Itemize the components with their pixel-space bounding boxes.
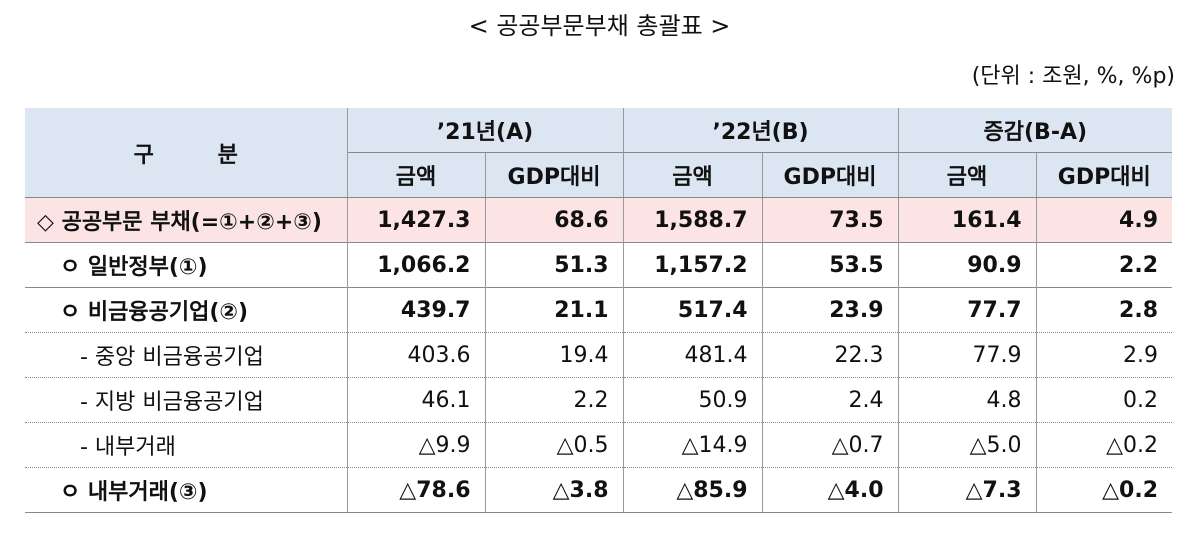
value-cell: 21.1 <box>484 287 624 333</box>
value-cell: △78.6 <box>346 467 486 513</box>
value-cell: 73.5 <box>761 197 899 243</box>
row-label: - 중앙 비금융공기업 <box>25 332 348 378</box>
value-cell: △0.5 <box>484 422 624 468</box>
value-cell: 1,588.7 <box>622 197 763 243</box>
data-row: ㅇ 내부거래(③) △78.6 △3.8 △85.9 △4.0 △7.3 △0.2 <box>25 467 1173 513</box>
value-cell: 68.6 <box>484 197 624 243</box>
value-cell: △14.9 <box>622 422 763 468</box>
row-label: ㅇ 비금융공기업(②) <box>25 287 348 333</box>
value-cell: 23.9 <box>761 287 899 333</box>
value-cell: 2.4 <box>761 377 899 423</box>
value-cell: △7.3 <box>897 467 1037 513</box>
value-cell: 2.9 <box>1035 332 1173 378</box>
subcolumn-header: GDP대비 <box>484 152 624 198</box>
column-header: ’22년(B) <box>622 108 899 153</box>
row-label: ㅇ 일반정부(①) <box>25 242 348 288</box>
value-cell: 77.9 <box>897 332 1037 378</box>
value-cell: 1,427.3 <box>346 197 486 243</box>
subcolumn-header: GDP대비 <box>761 152 899 198</box>
value-cell: △3.8 <box>484 467 624 513</box>
row-label: ㅇ 내부거래(③) <box>25 467 348 513</box>
value-cell: 53.5 <box>761 242 899 288</box>
corner-cell: 구 분 <box>25 108 348 198</box>
value-cell: 46.1 <box>346 377 486 423</box>
value-cell: 403.6 <box>346 332 486 378</box>
value-cell: 51.3 <box>484 242 624 288</box>
header-row: 구 분 ’21년(A) ’22년(B) 증감(B-A) <box>25 108 1173 198</box>
value-cell: 22.3 <box>761 332 899 378</box>
data-row: - 중앙 비금융공기업 403.6 19.4 481.4 22.3 77.9 2.9 <box>25 332 1173 378</box>
row-label: ◇ 공공부문 부채(=①+②+③) <box>25 197 348 243</box>
value-cell: 90.9 <box>897 242 1037 288</box>
value-cell: △0.2 <box>1035 422 1173 468</box>
value-cell: △4.0 <box>761 467 899 513</box>
subcolumn-header: 금액 <box>897 152 1037 198</box>
column-header: 증감(B-A) <box>897 108 1173 153</box>
value-cell: 2.8 <box>1035 287 1173 333</box>
value-cell: △0.2 <box>1035 467 1173 513</box>
value-cell: 4.8 <box>897 377 1037 423</box>
value-cell: 4.9 <box>1035 197 1173 243</box>
value-cell: 50.9 <box>622 377 763 423</box>
value-cell: 0.2 <box>1035 377 1173 423</box>
value-cell: 481.4 <box>622 332 763 378</box>
subheader-row: 금액 GDP대비 금액 GDP대비 금액 GDP대비 <box>25 152 1173 198</box>
row-label: - 지방 비금융공기업 <box>25 377 348 423</box>
value-cell: △85.9 <box>622 467 763 513</box>
subcolumn-header: GDP대비 <box>1035 152 1173 198</box>
value-cell: △5.0 <box>897 422 1037 468</box>
data-row: - 지방 비금융공기업 46.1 2.2 50.9 2.4 4.8 0.2 <box>25 377 1173 423</box>
value-cell: 161.4 <box>897 197 1037 243</box>
value-cell: 1,157.2 <box>622 242 763 288</box>
data-row: - 내부거래 △9.9 △0.5 △14.9 △0.7 △5.0 △0.2 <box>25 422 1173 468</box>
value-cell: △0.7 <box>761 422 899 468</box>
subcolumn-header: 금액 <box>622 152 763 198</box>
value-cell: 517.4 <box>622 287 763 333</box>
column-header: ’21년(A) <box>346 108 624 153</box>
value-cell: 77.7 <box>897 287 1037 333</box>
value-cell: 439.7 <box>346 287 486 333</box>
unit: (단위 : 조원, %, %p) <box>971 64 1175 89</box>
value-cell: 2.2 <box>484 377 624 423</box>
data-row: ㅇ 비금융공기업(②) 439.7 21.1 517.4 23.9 77.7 2.8 <box>25 287 1173 333</box>
value-cell: 2.2 <box>1035 242 1173 288</box>
title: < 공공부문부채 총괄표 > <box>468 12 731 40</box>
summary-table: 구 분 ’21년(A) ’22년(B) 증감(B-A) 금액 GDP대비 금액 GDP대비 금액… <box>25 108 1173 513</box>
value-cell: △9.9 <box>346 422 486 468</box>
data-row: ◇ 공공부문 부채(=①+②+③) 1,427.3 68.6 1,588.7 73.5 1… <box>25 197 1173 243</box>
value-cell: 19.4 <box>484 332 624 378</box>
subcolumn-header: 금액 <box>347 152 486 198</box>
row-label: - 내부거래 <box>25 422 348 468</box>
value-cell: 1,066.2 <box>346 242 486 288</box>
data-row: ㅇ 일반정부(①) 1,066.2 51.3 1,157.2 53.5 90.9 2.2 <box>25 242 1173 288</box>
